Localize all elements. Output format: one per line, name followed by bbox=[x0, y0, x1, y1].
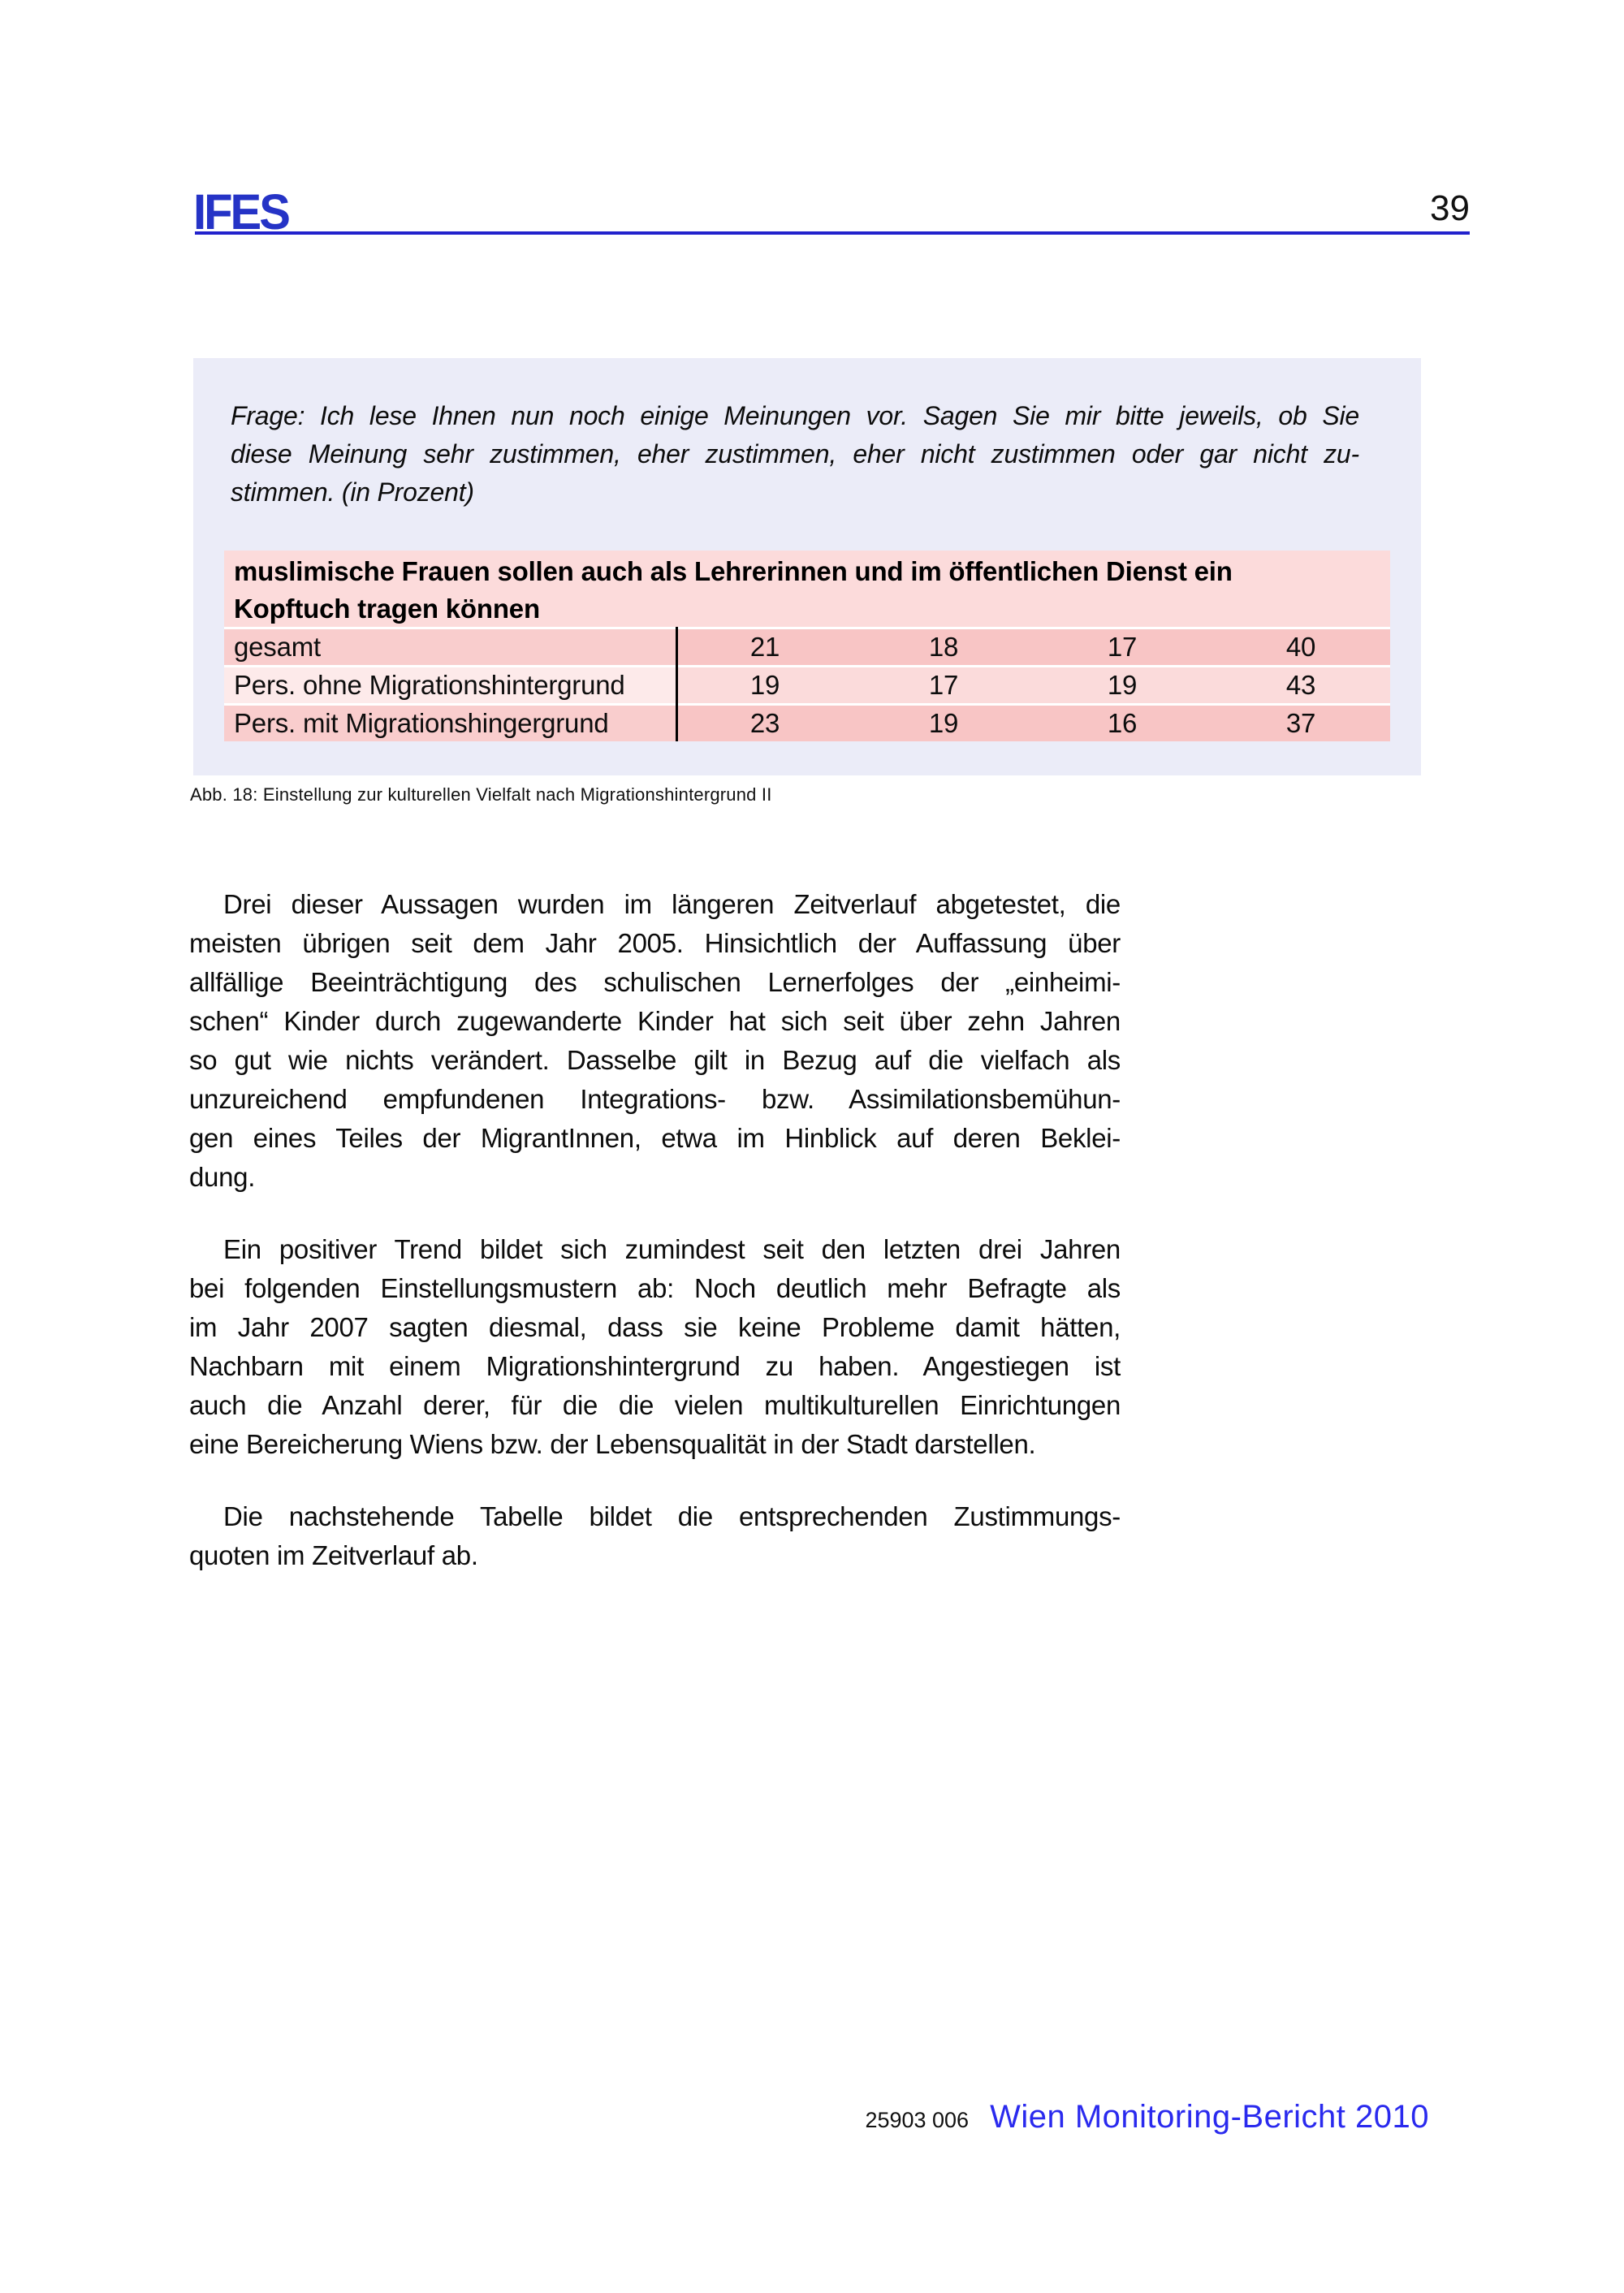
text-line: bei folgenden Einstellungsmustern ab: No… bbox=[189, 1273, 1121, 1303]
table-body: gesamt 21 18 17 40 Pers. ohne Migrations… bbox=[224, 627, 1390, 741]
text-line: Nachbarn mit einem Migrationshintergrund… bbox=[189, 1351, 1121, 1381]
row-value: 43 bbox=[1285, 670, 1316, 700]
table-column-divider bbox=[676, 627, 678, 741]
text-line: gen eines Teiles der MigrantInnen, etwa … bbox=[189, 1123, 1121, 1153]
row-value: 19 bbox=[1107, 670, 1138, 700]
report-title: Wien Monitoring-Bericht 2010 bbox=[990, 2099, 1429, 2135]
text-line: quoten im Zeitverlauf ab. bbox=[189, 1540, 478, 1570]
text-line: im Jahr 2007 sagten diesmal, dass sie ke… bbox=[189, 1312, 1121, 1342]
text-line: meisten übrigen seit dem Jahr 2005. Hins… bbox=[189, 928, 1121, 958]
row-value: 21 bbox=[749, 632, 780, 662]
table-title-line: Kopftuch tragen können bbox=[234, 594, 540, 624]
table-title-line: muslimische Frauen sollen auch als Lehre… bbox=[234, 556, 1233, 586]
text-line: schen“ Kinder durch zugewanderte Kinder … bbox=[189, 1006, 1121, 1036]
text-line: Die nachstehende Tabelle bildet die ents… bbox=[223, 1501, 1121, 1531]
question-line: stimmen. (in Prozent) bbox=[231, 477, 474, 507]
text-line: auch die Anzahl derer, für die die viele… bbox=[189, 1390, 1121, 1420]
table-title: muslimische Frauen sollen auch als Lehre… bbox=[224, 551, 1390, 627]
figure-caption: Abb. 18: Einstellung zur kulturellen Vie… bbox=[190, 784, 772, 805]
table-row: gesamt 21 18 17 40 bbox=[224, 627, 1390, 665]
report-code: 25903 006 bbox=[865, 2108, 970, 2132]
row-label: Pers. ohne Migrationshintergrund bbox=[224, 667, 676, 703]
row-value: 18 bbox=[928, 632, 959, 662]
paragraph: Ein positiver Trend bildet sich zumindes… bbox=[189, 1230, 1121, 1464]
row-value: 16 bbox=[1107, 708, 1138, 738]
row-value: 40 bbox=[1285, 632, 1316, 662]
question-line: Frage: Ich lese Ihnen nun noch einige Me… bbox=[231, 401, 1359, 430]
table-row: Pers. mit Migrationshingergrund 23 19 16… bbox=[224, 703, 1390, 741]
survey-question-text: Frage: Ich lese Ihnen nun noch einige Me… bbox=[231, 397, 1359, 512]
page-number: 39 bbox=[1430, 188, 1470, 228]
header-divider-rule bbox=[195, 231, 1470, 235]
question-panel: Frage: Ich lese Ihnen nun noch einige Me… bbox=[193, 358, 1421, 775]
body-text: Drei dieser Aussagen wurden im längeren … bbox=[189, 885, 1121, 1609]
text-line: dung. bbox=[189, 1162, 256, 1192]
text-line: Drei dieser Aussagen wurden im längeren … bbox=[223, 889, 1121, 919]
text-line: Ein positiver Trend bildet sich zumindes… bbox=[223, 1234, 1121, 1264]
question-line: diese Meinung sehr zustimmen, eher zusti… bbox=[231, 439, 1359, 469]
row-value: 23 bbox=[749, 708, 780, 738]
text-line: unzureichend empfundenen Integrations- b… bbox=[189, 1084, 1121, 1114]
row-label: gesamt bbox=[224, 629, 676, 665]
row-value: 17 bbox=[928, 670, 959, 700]
row-value: 17 bbox=[1107, 632, 1138, 662]
paragraph: Die nachstehende Tabelle bildet die ents… bbox=[189, 1497, 1121, 1575]
row-value: 37 bbox=[1285, 708, 1316, 738]
results-table: muslimische Frauen sollen auch als Lehre… bbox=[224, 551, 1390, 741]
row-value: 19 bbox=[749, 670, 780, 700]
ifes-logo: IFES bbox=[193, 184, 291, 240]
text-line: so gut wie nichts verändert. Dasselbe gi… bbox=[189, 1045, 1121, 1075]
row-value: 19 bbox=[928, 708, 959, 738]
row-label: Pers. mit Migrationshingergrund bbox=[224, 706, 676, 741]
text-line: allfällige Beeinträchtigung des schulisc… bbox=[189, 967, 1121, 997]
table-row: Pers. ohne Migrationshintergrund 19 17 1… bbox=[224, 665, 1390, 703]
text-line: eine Bereicherung Wiens bzw. der Lebensq… bbox=[189, 1429, 1036, 1459]
page-footer: 25903 006 Wien Monitoring-Bericht 2010 bbox=[865, 2099, 1429, 2135]
paragraph: Drei dieser Aussagen wurden im längeren … bbox=[189, 885, 1121, 1197]
